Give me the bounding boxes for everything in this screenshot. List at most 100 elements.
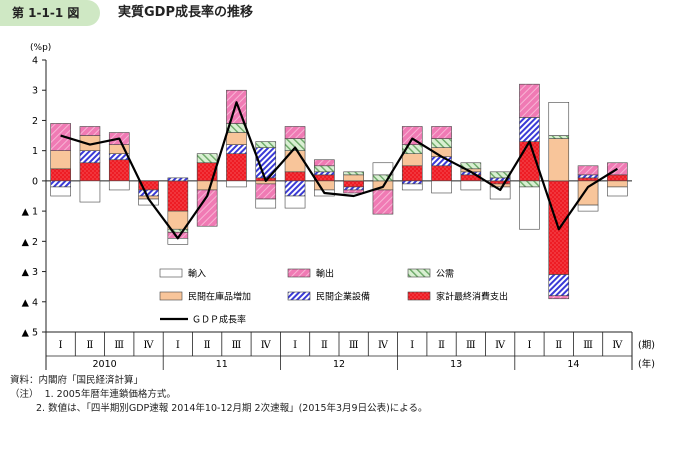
gdp-growth-line [60,101,618,240]
bar-segment-exports [255,183,277,200]
x-tick-year: 14 [567,359,579,370]
legend-swatch-consumption [407,291,431,301]
bar-segment-public [343,171,364,176]
x-tick-quarter: Ⅰ [176,340,180,351]
x-tick-quarter: Ⅰ [293,340,297,351]
y-tick-label: 4 [32,56,38,67]
x-tick-year: 11 [216,359,228,370]
bar-segment-exports [577,165,599,176]
y-tick-label: 0 [32,176,38,187]
x-tick-year: 2010 [93,359,117,370]
legend-label-exports: 輸出 [316,268,334,280]
bar-segment-imports [226,180,247,188]
bar-segment-public [548,135,570,139]
bar-segment-exports [196,189,218,227]
bar-segment-imports [401,183,423,191]
bar-segment-capex [50,180,71,188]
bar-segment-exports [548,295,570,300]
bar-segment-consumption [314,174,335,182]
bar-segment-consumption [431,165,452,182]
y-tick-label: 1 [32,146,38,157]
bar-segment-consumption [401,165,423,182]
bar-segment-inventory [548,138,570,182]
bar-segment-inventory [343,174,364,182]
bar-segment-capex [343,186,364,191]
source-note: 資料：内閣府「国民経済計算」 [10,375,144,386]
bar-segment-capex [577,174,599,179]
legend-label-capex: 民間企業設備 [316,291,370,303]
y-tick-label: 2 [32,116,38,127]
bar-segment-exports [431,126,452,139]
bar-segment-exports [314,159,335,167]
x-axis-table: Ⅰ Ⅱ Ⅲ Ⅳ Ⅰ Ⅱ Ⅲ Ⅳ Ⅰ Ⅱ Ⅲ Ⅳ Ⅰ Ⅱ Ⅲ Ⅳ Ⅰ Ⅱ Ⅲ Ⅳ 2010 11 12 13 14 (期) (年) [45,331,655,370]
bar-segment-exports [519,83,540,118]
x-tick-quarter: Ⅱ [321,340,328,351]
bar-segment-inventory [226,132,247,145]
bar-segment-inventory [577,180,599,206]
x-tick-quarter: Ⅲ [466,340,476,351]
legend-swatch-exports [287,268,311,278]
y-axis-ticks: 4 3 2 1 0 ▲ 1 ▲ 2 ▲ 3 ▲ 4 ▲ 5 [22,56,46,339]
x-tick-quarter: Ⅱ [555,340,562,351]
x-tick-quarter: Ⅰ [59,340,63,351]
x-tick-quarter: Ⅳ [495,340,506,351]
bar-segment-consumption [226,153,247,182]
bar-segment-consumption [489,180,511,185]
legend-label-public: 公需 [436,269,454,280]
bar-segment-exports [401,126,423,145]
x-tick-quarter: Ⅳ [261,340,272,351]
legend-swatch-public [407,268,431,278]
bar-segment-inventory [401,153,423,167]
bar-segment-public [255,141,277,148]
legend-label-imports: 輸入 [188,268,206,280]
bar-segment-exports [284,126,306,139]
figure-header: 第 1-1-1 図 実質GDP成長率の推移 [0,0,687,26]
bar-segment-public [314,165,335,173]
y-axis-unit: (%p) [30,43,51,53]
x-tick-quarter: Ⅰ [410,340,414,351]
bar-segment-capex [519,117,540,142]
x-tick-quarter: Ⅲ [114,340,124,351]
note-1: 1. 2005年暦年連鎖価格方式。 [44,389,176,400]
x-tick-quarter: Ⅳ [144,340,155,351]
bar-segment-capex [79,150,101,164]
bar-segment-public [196,153,218,164]
figure-number-badge: 第 1-1-1 図 [0,0,100,26]
bar-segment-exports [79,126,101,136]
y-tick-label: ▲ 4 [22,297,38,308]
bar-segment-exports [343,189,364,194]
bar-segment-imports [79,180,101,203]
bar-segment-capex [284,180,306,197]
bar-segment-imports [577,204,599,212]
x-tick-quarter: Ⅰ [527,340,531,351]
bar-segment-inventory [50,150,71,170]
bar-segment-consumption [607,174,628,182]
bar-segment-imports [284,195,306,209]
bar-segment-capex [314,171,335,176]
legend-swatch-inventory [159,291,183,301]
y-tick-label: 3 [32,86,38,97]
note-label: （注） [10,389,39,400]
bar-segment-imports [255,198,277,209]
bar-segment-public [431,138,452,148]
bar-segment-capex [226,144,247,154]
x-tick-quarter: Ⅱ [438,340,445,351]
bar-segment-consumption [79,162,101,182]
bar-segment-public [519,180,540,188]
bar-segment-consumption [343,180,364,188]
x-tick-quarter: Ⅳ [612,340,623,351]
bar-segment-consumption [167,180,189,212]
bar-segment-imports [519,186,540,230]
bar-segment-imports [431,180,452,194]
bar-segment-capex [138,189,159,197]
gdp-line-layer [60,101,618,240]
bar-segment-inventory [284,150,306,173]
year-unit-label: (年) [638,358,655,370]
bar-segment-consumption [577,177,599,182]
chart-notes: 資料：内閣府「国民経済計算」 （注） 1. 2005年暦年連鎖価格方式。 2. … [10,374,428,416]
bar-segment-consumption [50,168,71,182]
figure-title: 実質GDP成長率の推移 [118,5,253,20]
x-tick-quarter: Ⅱ [87,340,94,351]
bar-segment-inventory [607,180,628,188]
